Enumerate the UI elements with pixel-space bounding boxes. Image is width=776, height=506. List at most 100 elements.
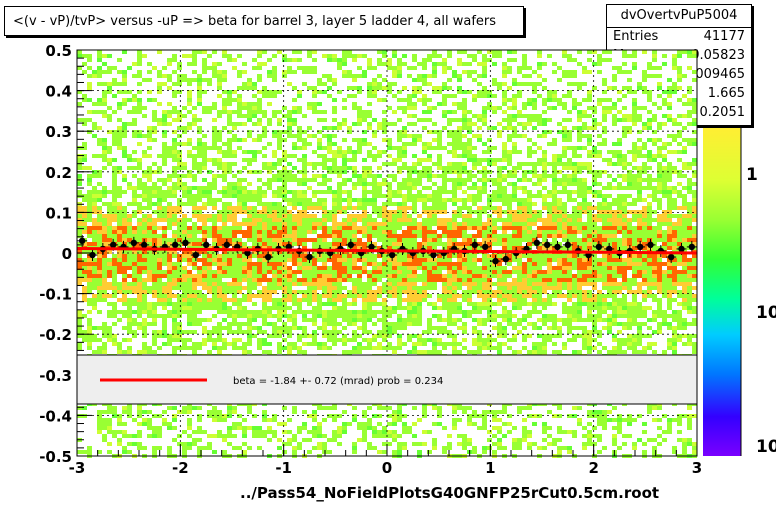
heatmap-cell [257, 326, 262, 330]
heatmap-cell [192, 194, 197, 198]
heatmap-cell [292, 434, 297, 438]
heatmap-cell [367, 114, 372, 118]
heatmap-cell [297, 158, 302, 162]
heatmap-cell [302, 66, 307, 70]
heatmap-cell [377, 450, 382, 454]
heatmap-cell [142, 154, 147, 158]
heatmap-cell [327, 290, 332, 294]
heatmap-cell [157, 234, 162, 238]
heatmap-cell [292, 118, 297, 122]
stats-histogram-name: dvOvertvPuP5004 [607, 5, 751, 28]
heatmap-cell [197, 86, 202, 90]
heatmap-cell [242, 70, 247, 74]
heatmap-cell [447, 226, 452, 230]
heatmap-cell [352, 314, 357, 318]
heatmap-cell [172, 334, 177, 338]
heatmap-cell [412, 162, 417, 166]
heatmap-cell [382, 318, 387, 322]
heatmap-cell [297, 66, 302, 70]
heatmap-cell [132, 298, 137, 302]
heatmap-cell [157, 254, 162, 258]
heatmap-cell [167, 110, 172, 114]
heatmap-cell [202, 286, 207, 290]
heatmap-cell [292, 250, 297, 254]
heatmap-cell [207, 262, 212, 266]
heatmap-cell [467, 314, 472, 318]
heatmap-cell [462, 214, 467, 218]
heatmap-cell [272, 238, 277, 242]
heatmap-cell [297, 242, 302, 246]
heatmap-cell [307, 50, 312, 54]
heatmap-cell [277, 318, 282, 322]
heatmap-cell [337, 170, 342, 174]
heatmap-cell [457, 106, 462, 110]
heatmap-cell [287, 122, 292, 126]
heatmap-cell [212, 258, 217, 262]
heatmap-cell [227, 230, 232, 234]
heatmap-cell [267, 250, 272, 254]
heatmap-cell [397, 218, 402, 222]
heatmap-cell [227, 170, 232, 174]
heatmap-cell [362, 234, 367, 238]
heatmap-cell [412, 274, 417, 278]
heatmap-cell [442, 342, 447, 346]
heatmap-cell [452, 138, 457, 142]
heatmap-cell [277, 226, 282, 230]
heatmap-cell [112, 214, 117, 218]
heatmap-cell [272, 90, 277, 94]
heatmap-cell [132, 74, 137, 78]
heatmap-cell [252, 82, 257, 86]
heatmap-cell [82, 94, 87, 98]
heatmap-cell [97, 70, 102, 74]
heatmap-cell [487, 234, 492, 238]
heatmap-cell [442, 170, 447, 174]
heatmap-cell [472, 186, 477, 190]
heatmap-cell [352, 222, 357, 226]
heatmap-cell [232, 122, 237, 126]
heatmap-cell [102, 342, 107, 346]
heatmap-cell [172, 438, 177, 442]
heatmap-cell [352, 334, 357, 338]
heatmap-cell [417, 174, 422, 178]
heatmap-cell [232, 310, 237, 314]
heatmap-cell [387, 234, 392, 238]
heatmap-cell [432, 266, 437, 270]
heatmap-cell [122, 422, 127, 426]
heatmap-cell [257, 330, 262, 334]
heatmap-cell [477, 322, 482, 326]
heatmap-cell [467, 154, 472, 158]
heatmap-cell [347, 302, 352, 306]
heatmap-cell [192, 210, 197, 214]
heatmap-cell [222, 306, 227, 310]
heatmap-cell [312, 230, 317, 234]
heatmap-cell [257, 90, 262, 94]
heatmap-cell [467, 442, 472, 446]
heatmap-cell [382, 50, 387, 54]
heatmap-cell [162, 314, 167, 318]
heatmap-cell [407, 114, 412, 118]
heatmap-cell [127, 230, 132, 234]
heatmap-cell [457, 78, 462, 82]
heatmap-cell [157, 170, 162, 174]
heatmap-cell [247, 342, 252, 346]
heatmap-cell [212, 278, 217, 282]
heatmap-cell [392, 418, 397, 422]
heatmap-cell [472, 198, 477, 202]
heatmap-cell [247, 310, 252, 314]
heatmap-cell [267, 218, 272, 222]
heatmap-cell [282, 198, 287, 202]
heatmap-cell [432, 214, 437, 218]
heatmap-cell [447, 330, 452, 334]
heatmap-cell [122, 174, 127, 178]
heatmap-cell [347, 314, 352, 318]
heatmap-cell [357, 182, 362, 186]
heatmap-cell [162, 162, 167, 166]
heatmap-cell [332, 194, 337, 198]
heatmap-cell [242, 194, 247, 198]
heatmap-cell [342, 98, 347, 102]
heatmap-cell [422, 74, 427, 78]
heatmap-cell [367, 102, 372, 106]
heatmap-cell [367, 446, 372, 450]
heatmap-cell [322, 90, 327, 94]
heatmap-cell [297, 90, 302, 94]
